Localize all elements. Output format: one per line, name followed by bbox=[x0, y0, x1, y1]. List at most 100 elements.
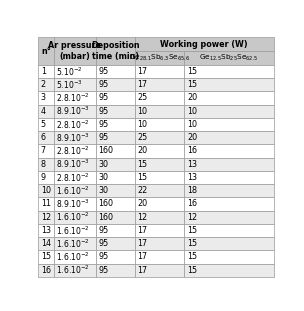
Bar bbox=[38, 131, 54, 144]
Bar bbox=[135, 37, 274, 51]
Bar bbox=[184, 250, 274, 263]
Text: 5: 5 bbox=[41, 120, 46, 129]
Bar bbox=[184, 197, 274, 211]
Bar bbox=[96, 91, 135, 104]
Text: 2.8.10$^{-2}$: 2.8.10$^{-2}$ bbox=[56, 118, 89, 131]
Bar bbox=[54, 211, 96, 224]
Bar bbox=[135, 197, 184, 211]
Text: 4: 4 bbox=[41, 107, 46, 116]
Bar bbox=[38, 37, 54, 65]
Text: 20: 20 bbox=[137, 199, 147, 208]
Bar bbox=[135, 78, 184, 91]
Bar bbox=[96, 224, 135, 237]
Text: 8.9.10$^{-3}$: 8.9.10$^{-3}$ bbox=[56, 198, 90, 210]
Bar bbox=[38, 104, 54, 118]
Text: 160: 160 bbox=[98, 213, 114, 222]
Bar bbox=[184, 78, 274, 91]
Bar bbox=[184, 104, 274, 118]
Bar bbox=[54, 118, 96, 131]
Text: 15: 15 bbox=[137, 173, 147, 182]
Text: 12: 12 bbox=[41, 213, 51, 222]
Bar bbox=[54, 158, 96, 171]
Bar bbox=[38, 211, 54, 224]
Bar bbox=[54, 78, 96, 91]
Bar bbox=[54, 184, 96, 197]
Bar bbox=[96, 144, 135, 158]
Text: 15: 15 bbox=[41, 253, 51, 262]
Bar bbox=[38, 171, 54, 184]
Text: 2.8.10$^{-2}$: 2.8.10$^{-2}$ bbox=[56, 171, 89, 184]
Text: 16: 16 bbox=[187, 199, 197, 208]
Text: 95: 95 bbox=[98, 226, 109, 235]
Bar bbox=[135, 263, 184, 277]
Text: 1.6.10$^{-2}$: 1.6.10$^{-2}$ bbox=[56, 238, 90, 250]
Bar bbox=[38, 184, 54, 197]
Text: 1: 1 bbox=[41, 67, 46, 76]
Text: 8.9.10$^{-3}$: 8.9.10$^{-3}$ bbox=[56, 132, 90, 144]
Text: 12: 12 bbox=[187, 213, 197, 222]
Text: 20: 20 bbox=[187, 133, 197, 142]
Text: 10: 10 bbox=[187, 107, 197, 116]
Bar bbox=[184, 237, 274, 250]
Text: 16: 16 bbox=[41, 266, 51, 275]
Text: 9: 9 bbox=[41, 173, 46, 182]
Text: 15: 15 bbox=[187, 80, 197, 89]
Bar bbox=[38, 263, 54, 277]
Bar bbox=[54, 224, 96, 237]
Bar bbox=[184, 171, 274, 184]
Text: $\mathrm{Ge_{28.1}Sb_{6.3}Se_{65.6}}$: $\mathrm{Ge_{28.1}Sb_{6.3}Se_{65.6}}$ bbox=[129, 53, 190, 63]
Bar bbox=[184, 118, 274, 131]
Bar bbox=[96, 78, 135, 91]
Bar bbox=[38, 250, 54, 263]
Bar bbox=[38, 91, 54, 104]
Text: 15: 15 bbox=[187, 67, 197, 76]
Text: 17: 17 bbox=[137, 80, 147, 89]
Bar bbox=[54, 237, 96, 250]
Bar bbox=[54, 144, 96, 158]
Bar bbox=[135, 224, 184, 237]
Text: 6: 6 bbox=[41, 133, 46, 142]
Text: 13: 13 bbox=[187, 173, 197, 182]
Text: 7: 7 bbox=[41, 146, 46, 156]
Text: 15: 15 bbox=[187, 253, 197, 262]
Text: 25: 25 bbox=[137, 94, 148, 102]
Bar bbox=[54, 37, 96, 65]
Text: 1.6.10$^{-2}$: 1.6.10$^{-2}$ bbox=[56, 251, 90, 263]
Bar bbox=[184, 144, 274, 158]
Bar bbox=[184, 65, 274, 78]
Bar bbox=[135, 171, 184, 184]
Text: 14: 14 bbox=[41, 239, 51, 248]
Text: 30: 30 bbox=[98, 173, 109, 182]
Bar bbox=[184, 263, 274, 277]
Bar bbox=[135, 118, 184, 131]
Text: 30: 30 bbox=[98, 160, 109, 169]
Bar bbox=[38, 144, 54, 158]
Text: 1.6.10$^{-2}$: 1.6.10$^{-2}$ bbox=[56, 184, 90, 197]
Bar bbox=[96, 211, 135, 224]
Bar bbox=[96, 118, 135, 131]
Bar bbox=[184, 51, 274, 65]
Bar bbox=[184, 211, 274, 224]
Text: Ar pressure
(mbar): Ar pressure (mbar) bbox=[48, 41, 101, 61]
Bar bbox=[135, 237, 184, 250]
Bar bbox=[96, 37, 135, 65]
Bar bbox=[184, 91, 274, 104]
Bar bbox=[135, 144, 184, 158]
Text: 3: 3 bbox=[41, 94, 46, 102]
Text: 17: 17 bbox=[137, 239, 147, 248]
Text: 160: 160 bbox=[98, 146, 114, 156]
Text: 95: 95 bbox=[98, 239, 109, 248]
Text: 1.6.10$^{-2}$: 1.6.10$^{-2}$ bbox=[56, 211, 90, 223]
Bar bbox=[184, 131, 274, 144]
Bar bbox=[38, 158, 54, 171]
Text: 95: 95 bbox=[98, 266, 109, 275]
Text: 95: 95 bbox=[98, 133, 109, 142]
Text: 95: 95 bbox=[98, 120, 109, 129]
Bar bbox=[135, 211, 184, 224]
Bar bbox=[54, 104, 96, 118]
Text: 12: 12 bbox=[137, 213, 147, 222]
Bar bbox=[135, 51, 184, 65]
Text: 2.8.10$^{-2}$: 2.8.10$^{-2}$ bbox=[56, 92, 89, 104]
Text: 1.6.10$^{-2}$: 1.6.10$^{-2}$ bbox=[56, 224, 90, 237]
Text: 160: 160 bbox=[98, 199, 114, 208]
